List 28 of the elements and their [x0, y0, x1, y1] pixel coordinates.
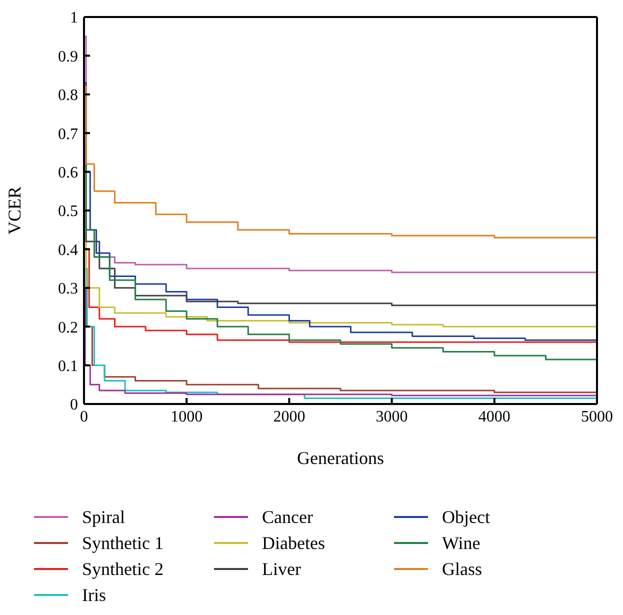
- y-tick-label: 0.3: [58, 280, 78, 298]
- legend-label: Cancer: [262, 506, 313, 528]
- legend-label: Glass: [442, 558, 482, 580]
- y-axis-title: VCER: [4, 186, 24, 235]
- y-tick-label: 0.1: [58, 358, 78, 375]
- legend-label: Iris: [82, 584, 106, 606]
- legend-label: Diabetes: [262, 532, 325, 554]
- legend-label: Spiral: [82, 506, 125, 528]
- y-tick-label: 0.5: [58, 203, 78, 220]
- x-axis-title: Generations: [297, 448, 384, 468]
- legend-label: Liver: [262, 558, 301, 580]
- y-tick-label: 0.7: [58, 126, 78, 143]
- x-tick-label: 3000: [376, 408, 408, 426]
- legend-label: Synthetic 2: [82, 558, 164, 580]
- y-tick-label: 1: [70, 10, 78, 27]
- y-tick-label: 0.8: [58, 87, 78, 104]
- x-tick-label: 5000: [581, 408, 613, 426]
- y-tick-label: 0.2: [58, 319, 78, 336]
- x-tick-label: 1000: [170, 408, 203, 426]
- y-tick-label: 0.9: [58, 48, 78, 66]
- legend-label: Wine: [442, 532, 480, 554]
- x-tick-label: 4000: [478, 408, 510, 426]
- x-tick-label: 2000: [273, 408, 306, 426]
- y-tick-label: 0.4: [58, 242, 78, 259]
- legend-label: Object: [442, 506, 490, 528]
- legend-label: Synthetic 1: [82, 532, 164, 554]
- y-tick-label: 0: [70, 396, 78, 414]
- y-tick-label: 0.6: [58, 164, 78, 182]
